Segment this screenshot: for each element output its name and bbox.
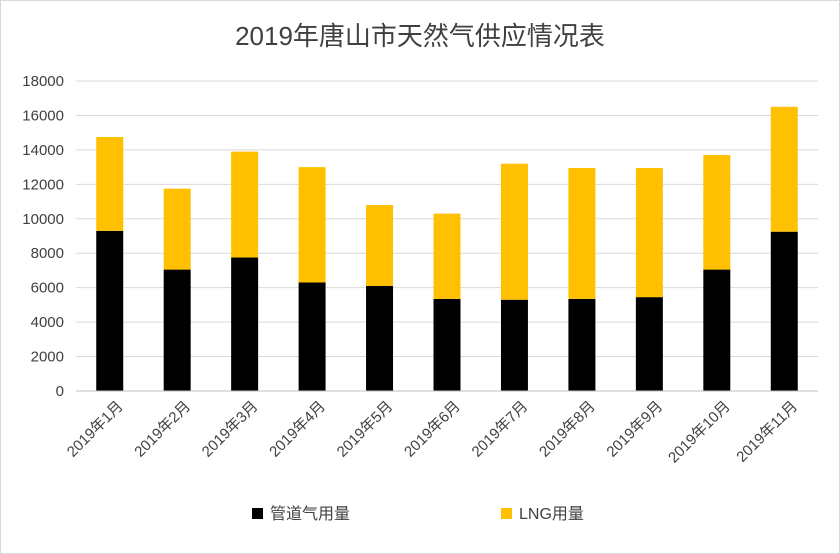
x-axis-categories: 2019年1月 2019年2月 2019年3月 2019年4月 2019年5月 2019年… bbox=[64, 398, 801, 467]
bar-pipeline-gas bbox=[703, 269, 731, 391]
bar-lng bbox=[635, 167, 663, 298]
x-category-label: 2019年10月 bbox=[665, 398, 734, 467]
y-tick-label: 8000 bbox=[31, 245, 64, 262]
bar-lng bbox=[231, 151, 259, 258]
x-category-label: 2019年8月 bbox=[536, 398, 599, 461]
x-category-label: 2019年5月 bbox=[334, 398, 397, 461]
bar-pipeline-gas bbox=[500, 299, 528, 391]
y-tick-label: 18000 bbox=[22, 73, 64, 90]
y-tick-label: 12000 bbox=[22, 176, 64, 193]
bar-lng bbox=[568, 167, 596, 299]
bar-pipeline-gas bbox=[163, 269, 191, 391]
bar-pipeline-gas bbox=[433, 298, 461, 391]
bar-pipeline-gas bbox=[770, 231, 798, 391]
x-category-label: 2019年2月 bbox=[131, 398, 194, 461]
x-category-label: 2019年11月 bbox=[733, 398, 801, 466]
y-tick-label: 2000 bbox=[31, 349, 64, 366]
y-tick-label: 10000 bbox=[22, 211, 64, 228]
y-tick-label: 0 bbox=[56, 383, 64, 400]
x-category-label: 2019年7月 bbox=[469, 398, 532, 461]
bars bbox=[96, 106, 798, 391]
y-tick-label: 14000 bbox=[22, 142, 64, 159]
y-tick-label: 4000 bbox=[31, 314, 64, 331]
x-category-label: 2019年3月 bbox=[199, 398, 262, 461]
bar-lng bbox=[366, 205, 394, 286]
x-category-label: 2019年1月 bbox=[64, 398, 127, 461]
bar-pipeline-gas bbox=[96, 230, 124, 391]
bar-lng bbox=[703, 155, 731, 270]
legend: 管道气用量 LNG用量 bbox=[252, 505, 584, 523]
bar-lng bbox=[96, 136, 124, 231]
x-category-label: 2019年4月 bbox=[266, 398, 329, 461]
chart-title: 2019年唐山市天然气供应情况表 bbox=[235, 21, 605, 51]
bar-lng bbox=[298, 167, 326, 283]
bar-lng bbox=[433, 213, 461, 299]
bar-lng bbox=[500, 163, 528, 300]
x-category-label: 2019年6月 bbox=[401, 398, 464, 461]
legend-swatch-pipeline-gas bbox=[252, 508, 263, 519]
bar-pipeline-gas bbox=[298, 282, 326, 391]
bar-pipeline-gas bbox=[366, 285, 394, 391]
bar-pipeline-gas bbox=[568, 298, 596, 391]
y-tick-label: 6000 bbox=[31, 280, 64, 297]
y-axis-ticks: 0 2000 4000 6000 8000 10000 12000 14000 16000 180… bbox=[22, 73, 64, 400]
bar-lng bbox=[770, 106, 798, 232]
legend-label-lng: LNG用量 bbox=[519, 506, 584, 523]
legend-swatch-lng bbox=[501, 508, 512, 519]
legend-label-pipeline-gas: 管道气用量 bbox=[270, 505, 350, 523]
bar-lng bbox=[163, 188, 191, 270]
gridlines bbox=[76, 80, 818, 358]
bar-pipeline-gas bbox=[635, 297, 663, 391]
x-category-label: 2019年9月 bbox=[603, 398, 666, 461]
bar-pipeline-gas bbox=[231, 257, 259, 391]
y-tick-label: 16000 bbox=[22, 107, 64, 124]
